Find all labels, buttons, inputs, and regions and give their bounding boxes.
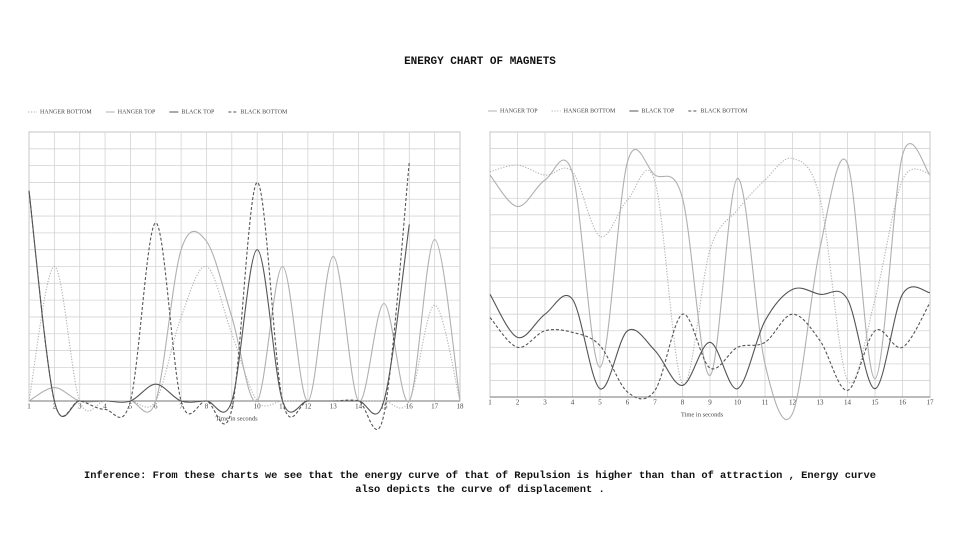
- x-tick-label: 6: [626, 399, 630, 407]
- slide-title: ENERGY CHART OF MAGNETS: [404, 56, 556, 68]
- x-tick-label: 16: [899, 399, 907, 407]
- x-tick-label: 17: [431, 403, 439, 411]
- x-tick-label: 13: [817, 399, 825, 407]
- legend-label: HANGER BOTTOM: [564, 108, 616, 114]
- legend-label: BLACK BOTTOM: [240, 109, 288, 115]
- legend-label: HANGER BOTTOM: [40, 109, 92, 115]
- series-line: [489, 302, 931, 400]
- series-line: [489, 143, 931, 421]
- x-axis-label: Time in seconds: [681, 411, 724, 418]
- x-tick-label: 4: [103, 403, 107, 411]
- x-axis-label: Time in seconds: [215, 415, 258, 422]
- x-tick-label: 9: [708, 399, 712, 407]
- x-tick-label: 15: [872, 399, 880, 407]
- legend-label: HANGER TOP: [118, 109, 156, 115]
- x-tick-label: 10: [734, 399, 742, 407]
- x-tick-label: 5: [598, 399, 602, 407]
- x-tick-label: 12: [304, 403, 312, 411]
- x-tick-label: 2: [53, 403, 57, 411]
- x-tick-label: 15: [380, 403, 388, 411]
- x-tick-label: 2: [516, 399, 520, 407]
- x-tick-label: 6: [154, 403, 158, 411]
- x-tick-label: 13: [330, 403, 338, 411]
- x-tick-label: 17: [927, 399, 935, 407]
- series-line: [28, 190, 410, 418]
- x-tick-label: 7: [653, 399, 657, 407]
- x-tick-label: 12: [789, 399, 797, 407]
- series-line: [28, 265, 461, 412]
- series-line: [489, 286, 931, 390]
- x-tick-label: 11: [762, 399, 769, 407]
- x-tick-label: 1: [488, 399, 492, 407]
- legend-label: HANGER TOP: [500, 108, 538, 114]
- x-tick-label: 14: [355, 403, 363, 411]
- x-tick-label: 18: [457, 403, 465, 411]
- x-tick-label: 8: [681, 399, 685, 407]
- x-tick-label: 16: [406, 403, 414, 411]
- x-tick-label: 11: [279, 403, 286, 411]
- inference-text: Inference: From these charts we see that…: [84, 470, 876, 496]
- series-line: [489, 157, 931, 385]
- x-tick-label: 1: [27, 403, 31, 411]
- x-tick-label: 4: [571, 399, 575, 407]
- x-tick-label: 5: [129, 403, 133, 411]
- x-tick-label: 10: [254, 403, 262, 411]
- series-line: [28, 230, 461, 413]
- legend-label: BLACK TOP: [641, 108, 675, 114]
- legend-label: BLACK TOP: [181, 109, 215, 115]
- x-tick-label: 7: [179, 403, 183, 411]
- x-tick-label: 14: [844, 399, 852, 407]
- series-line: [28, 162, 410, 431]
- x-tick-label: 8: [205, 403, 209, 411]
- x-tick-label: 3: [543, 399, 547, 407]
- legend-label: BLACK BOTTOM: [700, 108, 748, 114]
- x-tick-label: 3: [78, 403, 82, 411]
